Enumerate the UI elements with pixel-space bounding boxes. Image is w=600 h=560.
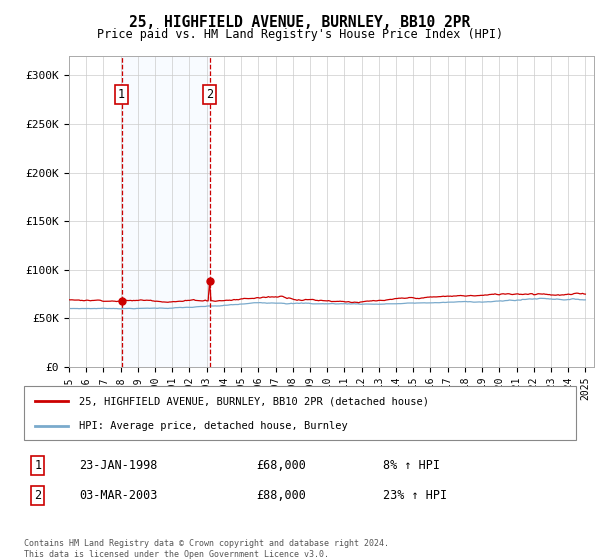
Text: HPI: Average price, detached house, Burnley: HPI: Average price, detached house, Burn… xyxy=(79,421,348,431)
FancyBboxPatch shape xyxy=(24,386,576,440)
Text: £68,000: £68,000 xyxy=(256,459,306,473)
Text: 2: 2 xyxy=(34,488,41,502)
Text: £88,000: £88,000 xyxy=(256,488,306,502)
Text: 1: 1 xyxy=(118,88,125,101)
Text: 25, HIGHFIELD AVENUE, BURNLEY, BB10 2PR: 25, HIGHFIELD AVENUE, BURNLEY, BB10 2PR xyxy=(130,15,470,30)
Text: 25, HIGHFIELD AVENUE, BURNLEY, BB10 2PR (detached house): 25, HIGHFIELD AVENUE, BURNLEY, BB10 2PR … xyxy=(79,396,429,407)
Text: Contains HM Land Registry data © Crown copyright and database right 2024.
This d: Contains HM Land Registry data © Crown c… xyxy=(24,539,389,559)
Text: 03-MAR-2003: 03-MAR-2003 xyxy=(79,488,158,502)
Text: 8% ↑ HPI: 8% ↑ HPI xyxy=(383,459,440,473)
Text: 2: 2 xyxy=(206,88,213,101)
Text: 23-JAN-1998: 23-JAN-1998 xyxy=(79,459,158,473)
Text: 1: 1 xyxy=(34,459,41,473)
Text: 23% ↑ HPI: 23% ↑ HPI xyxy=(383,488,447,502)
Bar xyxy=(122,56,209,367)
Text: Price paid vs. HM Land Registry's House Price Index (HPI): Price paid vs. HM Land Registry's House … xyxy=(97,28,503,41)
